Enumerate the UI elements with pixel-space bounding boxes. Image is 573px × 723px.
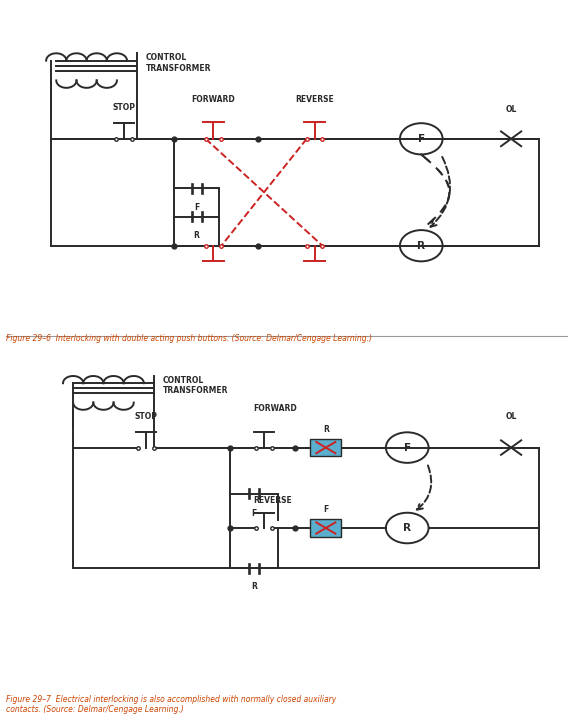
Text: F: F: [252, 509, 257, 518]
Text: REVERSE: REVERSE: [253, 496, 292, 505]
Text: F: F: [323, 505, 328, 514]
Text: CONTROL
TRANSFORMER: CONTROL TRANSFORMER: [163, 376, 229, 395]
Text: R: R: [403, 523, 411, 533]
Text: FORWARD: FORWARD: [191, 95, 236, 104]
Text: Figure 29–7  Electrical interlocking is also accomplished with normally closed a: Figure 29–7 Electrical interlocking is a…: [6, 695, 336, 714]
Text: STOP: STOP: [112, 103, 135, 112]
Text: R: R: [194, 231, 199, 240]
Text: CONTROL
TRANSFORMER: CONTROL TRANSFORMER: [146, 54, 211, 73]
Text: Figure 29–6  Interlocking with double acting push buttons. (Source: Delmar/Cenga: Figure 29–6 Interlocking with double act…: [6, 334, 372, 343]
Text: OL: OL: [505, 105, 517, 114]
Text: R: R: [417, 241, 425, 251]
Text: STOP: STOP: [135, 412, 158, 422]
Text: FORWARD: FORWARD: [253, 404, 297, 414]
Text: F: F: [403, 442, 411, 453]
Text: OL: OL: [505, 412, 517, 422]
Text: R: R: [323, 425, 329, 434]
Text: F: F: [418, 134, 425, 144]
Text: F: F: [194, 202, 199, 212]
FancyBboxPatch shape: [311, 439, 342, 456]
Text: REVERSE: REVERSE: [295, 95, 334, 104]
Text: R: R: [251, 582, 257, 591]
FancyBboxPatch shape: [311, 519, 342, 537]
